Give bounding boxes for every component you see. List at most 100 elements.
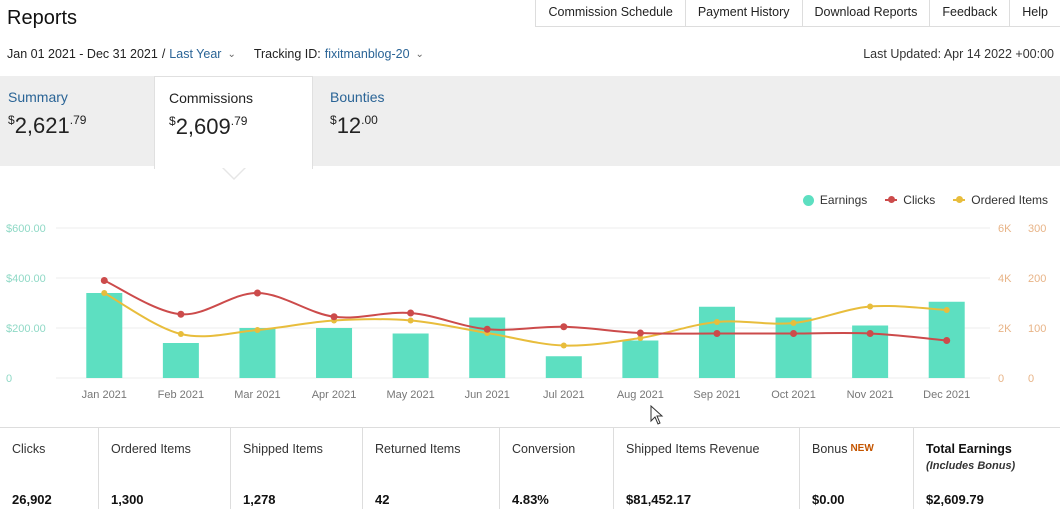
mouse-cursor-icon	[650, 405, 664, 425]
earnings-bar	[392, 333, 429, 378]
metric-total-earnings: Total Earnings (Includes Bonus) $2,609.7…	[914, 428, 1060, 509]
earnings-bar	[239, 328, 276, 378]
period-dropdown[interactable]: Last Year	[169, 47, 222, 61]
ordered-items-point	[407, 317, 414, 324]
ordered-items-point	[713, 319, 720, 325]
clicks-point	[177, 310, 185, 318]
legend-earnings[interactable]: Earnings	[802, 193, 868, 207]
y-tick-label-right-outer: 4K	[998, 273, 1012, 285]
amount-cents: .00	[361, 113, 378, 127]
legend-clicks[interactable]: Clicks	[885, 193, 935, 207]
metric-value: $0.00	[812, 492, 845, 507]
clicks-point	[483, 325, 491, 333]
x-tick-label: Nov 2021	[847, 389, 894, 401]
metric-shipped-revenue: Shipped Items Revenue $81,452.17	[614, 428, 800, 509]
ordered-items-point	[177, 331, 184, 337]
tab-summary-label: Summary	[8, 89, 68, 105]
ordered-items-point	[637, 335, 644, 341]
clicks-point	[943, 337, 951, 344]
y-tick-label-right-outer: 0	[998, 373, 1004, 385]
ordered-items-point	[790, 320, 797, 326]
chevron-down-icon[interactable]: ⌄	[227, 48, 236, 60]
earnings-swatch	[802, 194, 814, 206]
y-tick-label-right-outer: 2K	[998, 323, 1012, 335]
earnings-bar	[545, 356, 582, 378]
y-tick-label-right-inner: 300	[1028, 223, 1046, 235]
chevron-down-icon[interactable]: ⌄	[415, 48, 424, 60]
clicks-point	[407, 309, 415, 317]
x-tick-label: Jul 2021	[543, 389, 585, 401]
clicks-point	[713, 330, 721, 337]
y-tick-label-right-inner: 100	[1028, 323, 1046, 335]
metric-label: Returned Items	[375, 442, 461, 456]
bonus-label: Bonus	[812, 442, 848, 456]
legend-clicks-label: Clicks	[903, 193, 936, 207]
earnings-bar	[775, 317, 812, 378]
date-range: Jan 01 2021 - Dec 31 2021	[7, 47, 158, 61]
metric-value: 26,902	[12, 492, 52, 507]
metric-label: Conversion	[512, 442, 576, 456]
ordered-items-point	[101, 290, 108, 296]
metric-clicks: Clicks 26,902	[0, 428, 99, 509]
tab-commissions-label: Commissions	[169, 90, 254, 106]
x-tick-label: Aug 2021	[617, 389, 664, 401]
nav-commission-schedule[interactable]: Commission Schedule	[536, 0, 686, 26]
ordered-swatch	[953, 196, 966, 203]
y-tick-label-left: $600.00	[6, 223, 46, 235]
x-tick-label: Jun 2021	[465, 389, 510, 401]
metric-label: Shipped Items	[243, 442, 323, 456]
bounties-amount: $12.00	[330, 113, 378, 139]
metric-label: Shipped Items Revenue	[626, 442, 760, 456]
top-navigation: Commission Schedule Payment History Down…	[535, 0, 1060, 27]
clicks-point	[560, 323, 568, 331]
x-tick-label: Mar 2021	[234, 389, 280, 401]
legend-ordered-label: Ordered Items	[971, 193, 1048, 207]
y-tick-label-left: $400.00	[6, 273, 46, 285]
y-tick-label-right-inner: 200	[1028, 273, 1046, 285]
amount-cents: .79	[230, 114, 248, 128]
tab-bounties-label: Bounties	[330, 89, 385, 105]
legend-ordered-items[interactable]: Ordered Items	[953, 193, 1048, 207]
metric-value: 4.83%	[512, 492, 549, 507]
summary-amount: $2,621.79	[8, 113, 86, 139]
metric-bonus: Bonus NEW $0.00	[800, 428, 914, 509]
clicks-point	[866, 330, 874, 337]
legend-earnings-label: Earnings	[819, 193, 868, 207]
x-tick-label: Jan 2021	[82, 389, 127, 401]
x-tick-label: May 2021	[386, 389, 434, 401]
metric-label: Bonus NEW	[812, 442, 874, 456]
y-tick-label-right-inner: 0	[1028, 373, 1034, 385]
y-tick-label-left: $200.00	[6, 323, 46, 335]
ordered-items-point	[254, 327, 261, 333]
nav-feedback[interactable]: Feedback	[930, 0, 1011, 26]
last-updated: Last Updated: Apr 14 2022 +00:00	[863, 47, 1054, 61]
clicks-point	[330, 313, 338, 321]
earnings-bar	[698, 306, 735, 378]
ordered-items-point	[867, 303, 874, 310]
x-tick-label: Sep 2021	[693, 389, 740, 401]
filter-bar: Jan 01 2021 - Dec 31 2021 / Last Year ⌄ …	[7, 47, 424, 61]
tab-bounties[interactable]: Bounties $12.00	[330, 76, 470, 166]
amount-whole: 2,621	[14, 113, 70, 138]
metric-label: Ordered Items	[111, 442, 191, 456]
active-tab-pointer-fill	[224, 168, 244, 178]
metrics-row: Clicks 26,902 Ordered Items 1,300 Shippe…	[0, 427, 1060, 509]
ordered-items-point	[943, 307, 950, 313]
x-tick-label: Apr 2021	[312, 389, 357, 401]
ordered-items-line	[103, 292, 947, 347]
commissions-amount: $2,609.79	[169, 114, 247, 140]
tab-summary[interactable]: Summary $2,621.79	[8, 76, 148, 166]
currency-symbol: $	[8, 113, 15, 127]
nav-help[interactable]: Help	[1022, 5, 1048, 19]
nav-payment-history[interactable]: Payment History	[686, 0, 803, 26]
y-tick-label-left: 0	[6, 373, 12, 385]
clicks-swatch	[885, 196, 898, 203]
tracking-id-dropdown[interactable]: fixitmanblog-20	[324, 47, 410, 61]
clicks-point	[636, 329, 644, 337]
date-separator: /	[161, 47, 166, 61]
nav-download-reports[interactable]: Download Reports	[803, 0, 931, 26]
metric-label: Total Earnings	[926, 442, 1012, 456]
metric-value: $81,452.17	[626, 492, 692, 507]
currency-symbol: $	[330, 113, 337, 127]
tab-commissions[interactable]: Commissions $2,609.79	[154, 76, 313, 169]
